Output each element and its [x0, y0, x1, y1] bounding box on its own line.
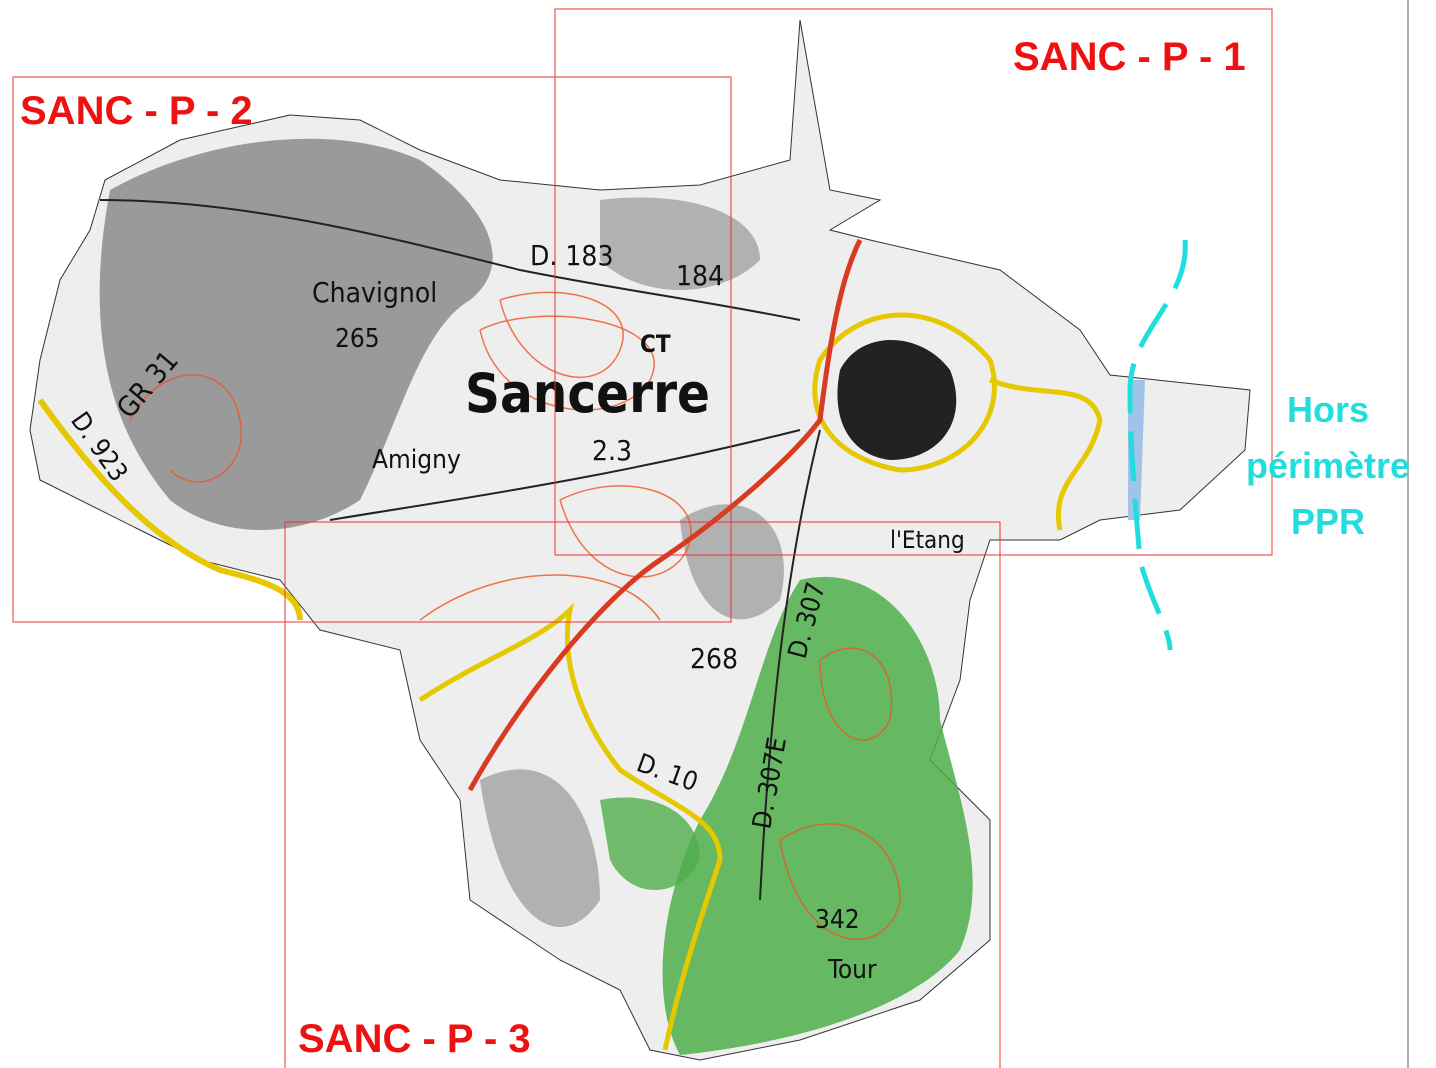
- map-label: 268: [690, 642, 738, 675]
- frame-label: SANC - P - 3: [298, 1017, 531, 1061]
- map-label: 2.3: [592, 434, 632, 467]
- town-centre: [837, 340, 956, 460]
- note-line: PPR: [1291, 501, 1365, 542]
- map-label: Amigny: [372, 445, 461, 475]
- note-line: Hors: [1287, 389, 1369, 430]
- map-label: Chavignol: [312, 276, 437, 309]
- map-label: Tour: [827, 955, 877, 985]
- map-label: 342: [815, 905, 860, 935]
- map-label: 184: [676, 259, 724, 292]
- map-label: 265: [335, 324, 380, 354]
- map-label: Sancerre: [465, 362, 710, 425]
- map-label: l'Etang: [890, 526, 965, 554]
- note-line: périmètre: [1246, 445, 1410, 486]
- map-label: D. 183: [530, 239, 613, 272]
- map-view: Sancerre Chavignol 265 Amigny D. 183 184 CT 2.3…: [0, 0, 1436, 1068]
- frame-label: SANC - P - 1: [1013, 35, 1246, 79]
- map-label: CT: [640, 330, 671, 358]
- frame-label: SANC - P - 2: [20, 89, 253, 133]
